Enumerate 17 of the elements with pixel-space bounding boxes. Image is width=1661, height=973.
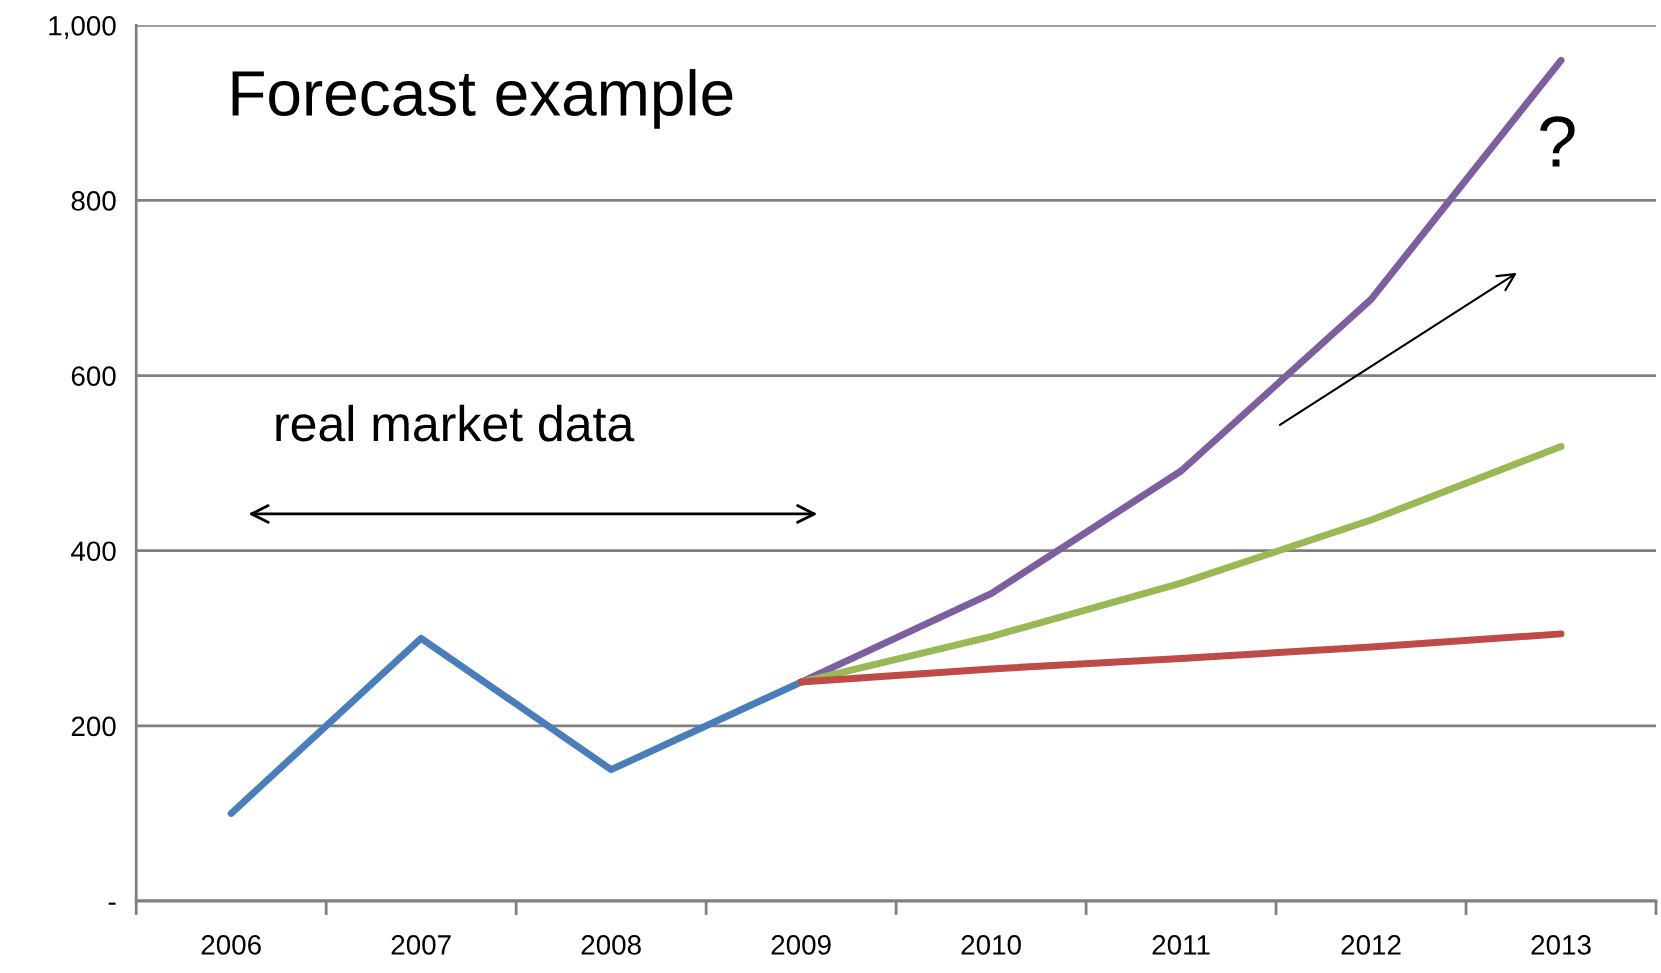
x-tick-label: 2010 xyxy=(961,935,1021,955)
x-tick-label: 2009 xyxy=(771,935,831,955)
x-tick-label: 2012 xyxy=(1341,935,1401,955)
x-tick-label: 2008 xyxy=(581,935,641,955)
annotation: ? xyxy=(1540,116,1575,167)
y-tick-label: 600 xyxy=(71,366,116,386)
x-tick-label: 2011 xyxy=(1152,935,1210,955)
x-tick-label: 2006 xyxy=(201,935,261,955)
y-tick-label: 1,000 xyxy=(49,15,116,39)
y-tick-label: 400 xyxy=(71,541,116,562)
x-tick-label: 2007 xyxy=(391,935,451,955)
text: Forecast example xyxy=(232,69,733,129)
y-tick-label: 800 xyxy=(71,191,116,211)
y-tick-label: - xyxy=(108,902,116,905)
x-tick-label: 2013 xyxy=(1531,935,1591,955)
y-tick-label: 200 xyxy=(71,716,116,737)
annotation: real market data xyxy=(276,404,635,442)
